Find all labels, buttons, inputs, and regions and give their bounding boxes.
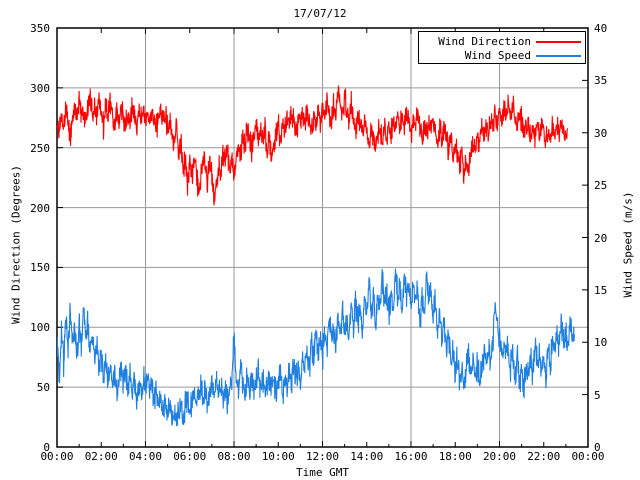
- y-tick-label-left: 0: [43, 441, 50, 454]
- y-tick-label-right: 25: [594, 179, 608, 193]
- y-tick-label-left: 100: [30, 321, 50, 335]
- series-layer: [57, 85, 575, 427]
- y-tick-label-left: 350: [30, 22, 50, 35]
- grid-lines: [57, 28, 588, 447]
- x-tick-label: 14:00: [350, 450, 384, 463]
- x-tick-label: 00:00: [571, 450, 605, 463]
- legend-swatch-wind-direction: [536, 40, 581, 43]
- legend-item-wind-speed: Wind Speed: [419, 48, 587, 63]
- y-tick-label-right: 0: [594, 441, 601, 454]
- y-tick-label-right: 20: [594, 231, 608, 245]
- y-tick-label-left: 250: [30, 141, 50, 155]
- series-line-wind-speed: [57, 268, 575, 427]
- y-tick-label-right: 40: [594, 22, 608, 35]
- y-tick-label-left: 300: [30, 81, 50, 95]
- series-line-wind-direction: [57, 85, 569, 206]
- x-tick-label: 06:00: [173, 450, 207, 463]
- x-tick-label: 18:00: [438, 450, 472, 463]
- x-tick-label: 12:00: [305, 450, 340, 463]
- y-tick-label-right: 35: [594, 74, 608, 88]
- x-tick-label: 00:00: [40, 450, 74, 463]
- x-tick-label: 02:00: [84, 450, 118, 463]
- legend: Wind Direction Wind Speed: [418, 31, 586, 64]
- x-tick-label: 16:00: [394, 450, 428, 463]
- x-tick-label: 08:00: [217, 450, 251, 463]
- y-tick-label-left: 200: [30, 201, 50, 215]
- x-axis-label: Time GMT: [296, 466, 349, 479]
- legend-label: Wind Direction: [438, 35, 531, 48]
- legend-swatch-wind-speed: [536, 54, 581, 57]
- y-tick-label-right: 10: [594, 336, 608, 350]
- y-tick-label-right: 30: [594, 126, 608, 140]
- y-tick-label-left: 150: [30, 261, 50, 275]
- y-tick-label-right: 5: [594, 388, 601, 402]
- x-tick-label: 10:00: [261, 450, 295, 463]
- x-tick-label: 22:00: [527, 450, 561, 463]
- chart-title: 17/07/12: [293, 7, 347, 20]
- x-tick-label: 04:00: [128, 450, 163, 463]
- y-tick-label-right: 15: [594, 283, 608, 297]
- y-axis-label-right: Wind Speed (m/s): [621, 191, 635, 298]
- plot-frame: [56, 27, 589, 448]
- legend-item-wind-direction: Wind Direction: [419, 34, 587, 49]
- x-tick-label: 20:00: [482, 450, 517, 463]
- y-tick-label-left: 50: [36, 381, 50, 395]
- legend-label: Wind Speed: [464, 49, 531, 62]
